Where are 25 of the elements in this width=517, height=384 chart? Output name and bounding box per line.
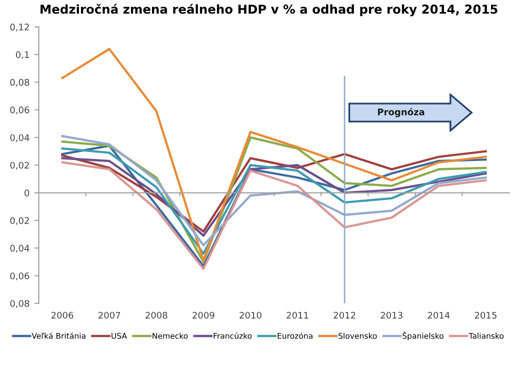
line-series (61, 48, 487, 262)
y-tick-label: 0,02 (10, 162, 29, 170)
line-series (61, 161, 487, 270)
y-tick-label: 0,06 (10, 272, 30, 280)
x-tick-label: 2012 (334, 312, 356, 319)
y-tick-label: 0,08 (10, 300, 30, 308)
x-tick-label: 2010 (240, 312, 262, 319)
y-tick-label: 0,06 (10, 106, 30, 114)
y-tick-label: 0 (24, 190, 30, 196)
y-tick-label: 0,08 (10, 78, 30, 87)
y-tick-label: 0,1 (16, 51, 29, 60)
annotation: Prognóza (378, 108, 424, 118)
y-tick-label: 0,12 (10, 24, 29, 32)
x-tick-label: 2014 (428, 312, 450, 319)
x-tick-label: 2011 (286, 312, 308, 319)
y-tick-label: 0,04 (10, 244, 30, 253)
y-tick-label: 0,02 (10, 217, 29, 225)
x-tick-label: 2008 (146, 312, 168, 319)
x-tick-label: 2007 (98, 312, 120, 319)
x-tick-label: 2009 (192, 312, 214, 319)
y-tick-label: 0,04 (10, 134, 30, 142)
x-tick-label: 2015 (474, 312, 496, 319)
x-tick-label: 2013 (380, 312, 402, 319)
x-tick-label: 2006 (51, 312, 74, 319)
chart-title: Medziročná zmena reálneho HDP v % a odhad pre roky 2014, 2015 (40, 4, 498, 16)
